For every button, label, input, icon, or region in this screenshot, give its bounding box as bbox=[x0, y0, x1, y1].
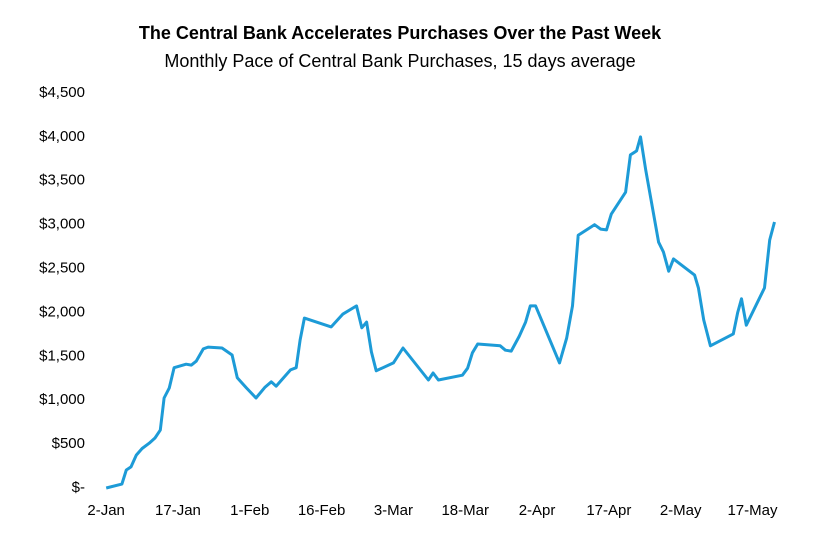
y-tick-label: $3,500 bbox=[39, 172, 85, 189]
x-tick-label: 3-Mar bbox=[374, 502, 413, 519]
y-tick-label: $2,000 bbox=[39, 303, 85, 320]
y-tick-label: $1,000 bbox=[39, 391, 85, 408]
x-tick-label: 2-May bbox=[660, 502, 702, 519]
x-tick-label: 17-May bbox=[727, 502, 778, 519]
y-tick-label: $4,500 bbox=[39, 84, 85, 101]
y-tick-label: $3,000 bbox=[39, 216, 85, 233]
x-tick-label: 16-Feb bbox=[298, 502, 346, 519]
chart-subtitle: Monthly Pace of Central Bank Purchases, … bbox=[164, 51, 635, 71]
y-tick-label: $1,500 bbox=[39, 347, 85, 364]
y-tick-label: $2,500 bbox=[39, 260, 85, 277]
x-tick-label: 2-Jan bbox=[87, 502, 125, 519]
y-tick-label: $500 bbox=[52, 435, 85, 452]
chart-title: The Central Bank Accelerates Purchases O… bbox=[139, 23, 662, 43]
x-tick-label: 17-Apr bbox=[586, 502, 631, 519]
data-line bbox=[105, 135, 776, 490]
x-tick-label: 17-Jan bbox=[155, 502, 201, 519]
x-tick-label: 1-Feb bbox=[230, 502, 269, 519]
x-tick-label: 18-Mar bbox=[441, 502, 489, 519]
y-tick-label: $- bbox=[72, 479, 85, 496]
x-tick-label: 2-Apr bbox=[519, 502, 556, 519]
y-tick-label: $4,000 bbox=[39, 128, 85, 145]
